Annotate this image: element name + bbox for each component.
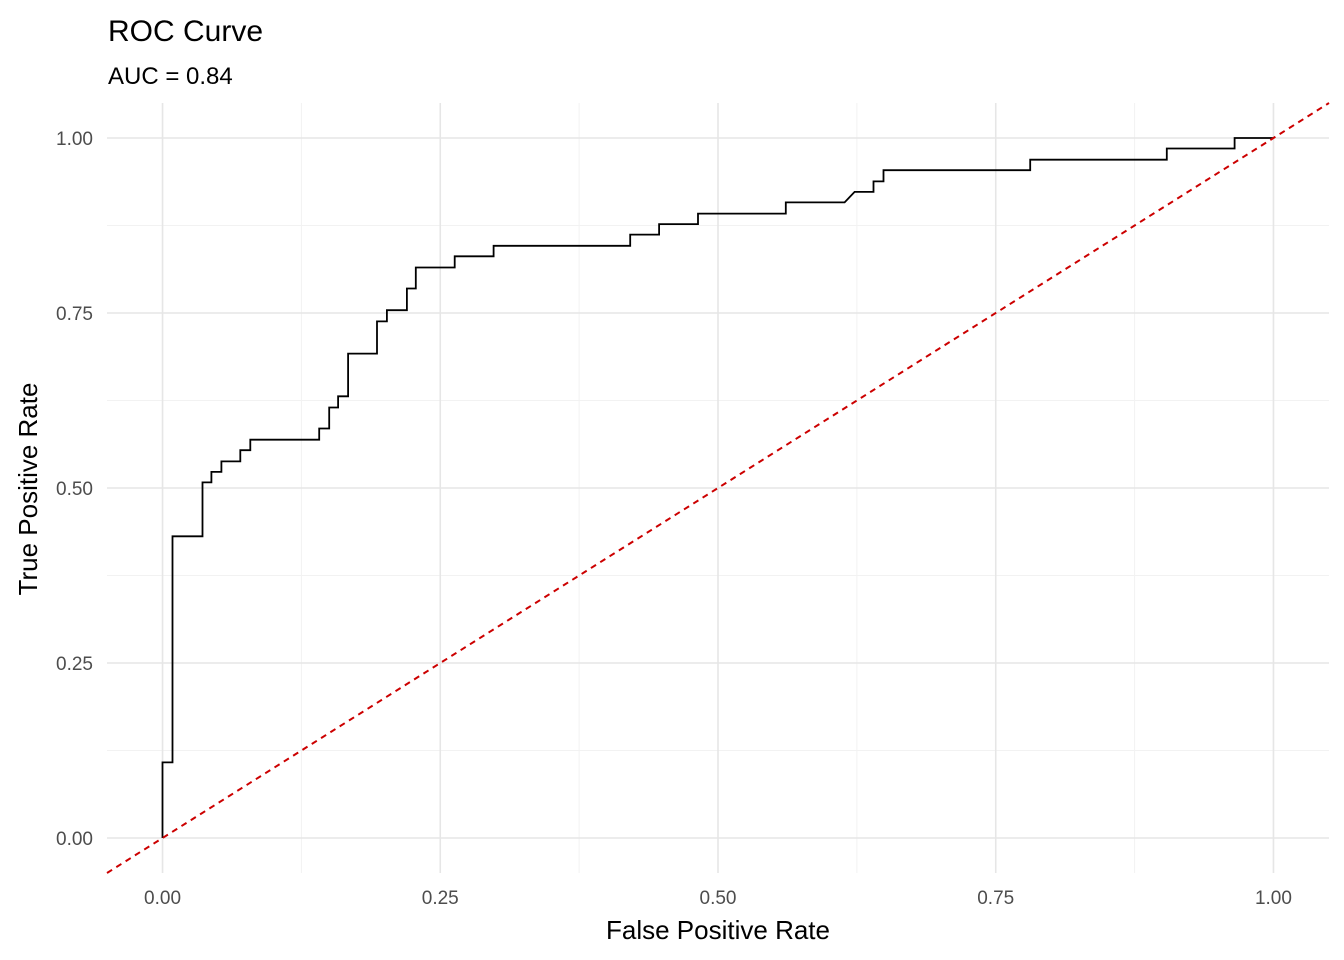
y-tick-label: 0.75: [56, 304, 93, 325]
chart-title: ROC Curve: [108, 15, 263, 48]
y-axis-title: True Positive Rate: [13, 383, 43, 596]
reference-diagonal-line: [106, 102, 1330, 874]
major-gridlines: [107, 103, 1329, 873]
y-tick-label: 1.00: [56, 129, 93, 150]
y-tick-label: 0.25: [56, 654, 93, 675]
roc-curve-line: [161, 137, 1274, 838]
chart-subtitle: AUC = 0.84: [108, 63, 233, 90]
x-tick-label: 0.25: [422, 888, 459, 909]
y-tick-label: 0.50: [56, 479, 93, 500]
y-axis-ticks: 0.00 0.25 0.50 0.75 1.00: [56, 129, 93, 850]
series-layer: [106, 102, 1330, 874]
x-tick-label: 0.75: [977, 888, 1014, 909]
x-tick-label: 0.00: [144, 888, 181, 909]
x-axis-ticks: 0.00 0.25 0.50 0.75 1.00: [144, 888, 1292, 909]
x-tick-label: 0.50: [700, 888, 737, 909]
x-axis-title: False Positive Rate: [606, 915, 830, 945]
x-tick-label: 1.00: [1255, 888, 1292, 909]
y-tick-label: 0.00: [56, 829, 93, 850]
